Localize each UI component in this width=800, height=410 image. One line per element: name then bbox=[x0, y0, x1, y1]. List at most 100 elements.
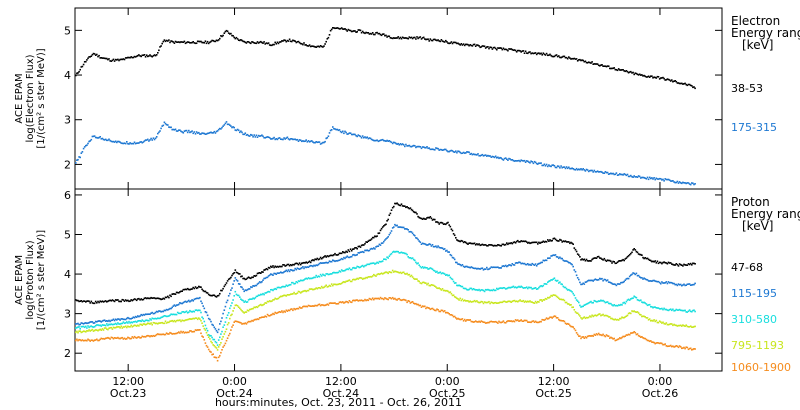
series-electron-38-53 bbox=[75, 27, 696, 90]
data-point bbox=[487, 321, 489, 324]
data-point bbox=[549, 257, 551, 259]
data-point bbox=[110, 326, 113, 329]
data-point bbox=[138, 325, 140, 327]
data-point bbox=[167, 309, 169, 311]
data-point bbox=[447, 312, 449, 314]
data-point bbox=[418, 216, 420, 219]
data-point bbox=[141, 314, 144, 317]
data-point bbox=[92, 340, 95, 342]
data-point bbox=[252, 307, 254, 310]
data-point bbox=[683, 263, 685, 266]
data-point bbox=[298, 262, 301, 264]
data-point bbox=[443, 289, 446, 292]
data-point bbox=[195, 287, 198, 290]
data-point bbox=[179, 302, 181, 304]
data-point bbox=[493, 321, 496, 323]
data-point bbox=[118, 337, 120, 340]
data-point bbox=[484, 47, 487, 49]
data-point bbox=[332, 259, 334, 261]
data-point bbox=[263, 277, 265, 280]
data-point bbox=[260, 281, 262, 284]
data-point bbox=[664, 343, 666, 345]
data-point bbox=[239, 321, 241, 324]
data-point bbox=[534, 300, 537, 303]
data-point bbox=[379, 229, 382, 232]
data-point bbox=[506, 158, 508, 160]
data-point bbox=[378, 260, 381, 263]
data-point bbox=[484, 288, 487, 291]
data-point bbox=[496, 321, 498, 324]
data-point bbox=[547, 165, 549, 168]
data-point bbox=[266, 313, 269, 316]
data-point bbox=[240, 308, 242, 311]
data-point bbox=[693, 262, 695, 265]
data-point bbox=[638, 276, 641, 278]
data-point bbox=[229, 277, 231, 280]
data-point bbox=[565, 323, 568, 325]
data-point bbox=[367, 263, 370, 266]
data-point bbox=[535, 162, 538, 165]
data-point bbox=[645, 76, 648, 78]
data-point bbox=[273, 313, 275, 316]
data-point bbox=[678, 263, 681, 265]
data-point bbox=[507, 320, 509, 322]
data-point bbox=[106, 57, 108, 60]
data-point bbox=[185, 319, 188, 321]
data-point bbox=[569, 57, 571, 59]
data-point bbox=[126, 337, 128, 340]
data-point bbox=[391, 296, 394, 299]
data-point bbox=[684, 182, 686, 184]
data-point bbox=[621, 316, 623, 318]
data-point bbox=[657, 262, 660, 265]
data-point bbox=[213, 326, 216, 329]
data-point bbox=[492, 321, 495, 323]
data-point bbox=[227, 123, 230, 126]
data-point bbox=[317, 263, 320, 266]
data-point bbox=[450, 41, 453, 43]
data-point bbox=[667, 281, 670, 283]
data-point bbox=[111, 59, 114, 62]
data-point bbox=[630, 252, 632, 255]
data-point bbox=[354, 299, 356, 302]
data-point bbox=[620, 281, 622, 284]
data-point bbox=[477, 153, 479, 155]
data-point bbox=[686, 182, 689, 184]
data-point bbox=[480, 46, 483, 48]
data-point bbox=[81, 322, 84, 325]
data-point bbox=[397, 298, 399, 300]
data-point bbox=[301, 279, 303, 282]
data-point bbox=[548, 240, 550, 242]
data-point bbox=[612, 260, 614, 263]
data-point bbox=[370, 298, 373, 301]
data-point bbox=[153, 297, 156, 299]
data-point bbox=[334, 283, 336, 286]
data-point bbox=[322, 273, 324, 276]
data-point bbox=[498, 302, 500, 304]
data-point bbox=[173, 293, 176, 295]
data-point bbox=[214, 328, 217, 330]
data-point bbox=[636, 311, 639, 313]
data-point bbox=[270, 273, 272, 275]
data-point bbox=[627, 71, 630, 74]
data-point bbox=[541, 300, 543, 302]
data-point bbox=[445, 311, 447, 314]
data-point bbox=[552, 294, 555, 296]
y-axis-title-line: [1/(cm² s ster MeV)] bbox=[36, 230, 47, 330]
data-point bbox=[450, 277, 453, 280]
data-point bbox=[564, 56, 567, 59]
data-point bbox=[388, 233, 391, 236]
data-point bbox=[161, 42, 163, 45]
data-point bbox=[338, 252, 341, 255]
data-point bbox=[284, 270, 286, 273]
data-point bbox=[401, 271, 404, 274]
data-point bbox=[207, 334, 210, 336]
data-point bbox=[284, 294, 286, 297]
data-point bbox=[343, 28, 345, 30]
data-point bbox=[81, 65, 84, 68]
data-point bbox=[368, 276, 371, 278]
data-point bbox=[205, 291, 208, 294]
data-point bbox=[449, 42, 452, 44]
data-point bbox=[274, 311, 276, 314]
data-point bbox=[474, 320, 477, 322]
data-point bbox=[521, 159, 524, 162]
